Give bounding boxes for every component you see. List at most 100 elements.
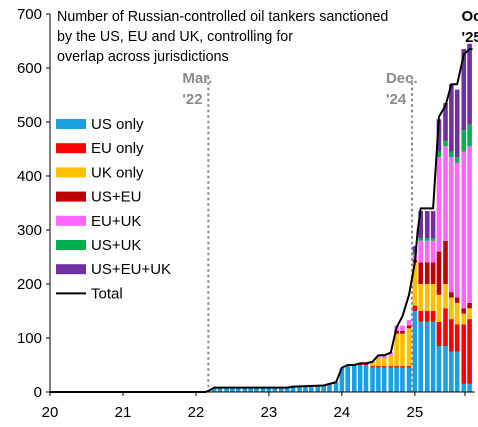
y-tick-label-0: 0: [34, 384, 42, 401]
bar-us-only-22_83: [254, 387, 259, 392]
bar-us-only-22_5: [230, 387, 235, 392]
bar-us-plus-eu-plus-uk-25_5: [449, 84, 454, 152]
bar-eu-only-25: [412, 305, 418, 311]
bar-eu-only-24_75: [394, 366, 399, 368]
bar-us-only-24_33: [363, 365, 369, 392]
y-tick-label-300: 300: [17, 222, 42, 239]
total-line: [50, 48, 473, 393]
bars-layer: [206, 43, 472, 392]
bar-us-plus-eu-25_08: [418, 262, 423, 284]
bar-us-only-23_5: [303, 386, 308, 392]
bar-us-only-23_42: [297, 386, 302, 392]
bar-us-only-23_33: [290, 386, 296, 392]
bar-eu-plus-uk-24_67: [388, 352, 394, 356]
x-tick-label-23: 23: [261, 404, 278, 421]
chart-title-line-0: Number of Russian-controlled oil tankers…: [57, 9, 388, 25]
bar-us-only-23_75: [321, 385, 326, 392]
bar-uk-only-24_75: [394, 333, 399, 367]
bar-us-plus-eu-25_5: [449, 292, 454, 298]
legend-swatch-us-plus-eu: [56, 191, 86, 202]
legend-swatch-eu-plus-uk: [56, 215, 86, 226]
chart-title-line-2: overlap across jurisdictions: [57, 49, 229, 65]
bar-us-plus-eu-24_75: [394, 330, 399, 334]
legend-swatch-eu-only: [56, 143, 86, 154]
legend-item-eu-only: EU only: [56, 140, 144, 157]
bar-us-only-24_75: [394, 367, 399, 392]
bar-uk-only-25_25: [430, 284, 436, 311]
bar-uk-only-25_42: [443, 284, 448, 309]
y-tick-label-700: 700: [17, 6, 42, 23]
bar-uk-only-24_5: [376, 357, 381, 367]
legend-label-us-plus-eu-plus-uk: US+EU+UK: [91, 261, 171, 278]
annotation-oct-25: Oct '25: [462, 8, 478, 46]
bar-eu-only-24_42: [370, 366, 375, 368]
bar-us-plus-eu-plus-uk-25_58: [454, 89, 460, 158]
bar-us-plus-eu-25_67: [461, 308, 467, 314]
bar-uk-only-25_75: [467, 308, 472, 320]
bar-eu-plus-uk-25_42: [443, 146, 448, 241]
y-tick-label-600: 600: [17, 60, 42, 77]
bar-us-only-25: [412, 311, 418, 392]
annotations: Mar. '22 Dec. '24 Oct '25: [182, 8, 478, 108]
bar-us-plus-eu-24_92: [406, 325, 412, 329]
bar-us-only-25_67: [461, 383, 467, 392]
bar-us-plus-uk-25_25: [430, 238, 436, 241]
bar-uk-only-24_42: [370, 361, 375, 367]
legend-swatch-us-plus-uk: [56, 240, 86, 250]
legend-item-us-plus-eu-plus-uk: US+EU+UK: [56, 261, 171, 278]
legend-item-eu-plus-uk: EU+UK: [56, 213, 141, 230]
bar-us-only-23: [266, 387, 272, 392]
y-tick-label-400: 400: [17, 168, 42, 185]
bar-us-plus-uk-25_67: [461, 130, 467, 152]
bar-us-only-23_58: [308, 386, 314, 392]
bar-us-plus-eu-plus-uk-25_08: [418, 211, 423, 239]
bar-eu-plus-uk-25_33: [436, 157, 442, 252]
x-tick-label-25: 25: [407, 404, 424, 421]
bar-uk-only-25: [412, 262, 418, 306]
bar-us-only-23_08: [272, 387, 278, 392]
y-tick-label-200: 200: [17, 276, 42, 293]
bar-us-only-25_5: [449, 351, 454, 392]
bar-us-only-23_83: [327, 383, 332, 392]
bar-us-only-25_08: [418, 321, 423, 392]
bar-eu-only-25_33: [436, 321, 442, 347]
bar-us-plus-eu-25_75: [467, 302, 472, 309]
annotation-mar-22: Mar. '22: [182, 70, 212, 108]
legend-item-total: Total: [56, 285, 123, 302]
bar-eu-only-25_58: [454, 324, 460, 352]
bar-eu-only-25_08: [418, 311, 423, 322]
bar-eu-only-25_25: [430, 311, 436, 322]
x-tick-label-21: 21: [115, 404, 132, 421]
y-tick-label-100: 100: [17, 330, 42, 347]
bar-uk-only-24_58: [381, 357, 387, 367]
bar-eu-plus-uk-24_83: [400, 325, 405, 331]
bar-eu-only-25_67: [461, 324, 467, 384]
bar-us-plus-uk-25_5: [449, 151, 454, 158]
legend-item-us-plus-uk: US+UK: [56, 237, 141, 254]
bar-us-only-23_25: [284, 387, 290, 392]
bar-uk-only-24_83: [400, 333, 405, 367]
bar-uk-only-25_17: [424, 284, 430, 311]
bar-us-only-24: [339, 367, 345, 392]
bar-eu-plus-uk-25_67: [461, 151, 467, 309]
bar-eu-only-25_42: [443, 308, 448, 347]
bar-eu-plus-uk-25_17: [424, 240, 430, 263]
legend-label-uk-only: UK only: [91, 164, 144, 181]
bar-us-plus-eu-plus-uk-25_17: [424, 211, 430, 239]
bar-us-only-25_75: [467, 383, 472, 392]
legend-label-us-plus-uk: US+UK: [91, 237, 141, 254]
annotation-line1-1: Dec.: [386, 70, 418, 87]
bar-us-only-22_33: [217, 387, 223, 392]
legend-item-us-only: US only: [56, 116, 144, 133]
chart-title-line-1: by the US, EU and UK, controlling for: [57, 29, 293, 45]
bar-us-only-23_92: [333, 382, 339, 392]
legend-swatch-us-plus-eu-plus-uk: [56, 264, 86, 275]
event-markers: [207, 76, 413, 392]
legend-label-us-only: US only: [91, 116, 144, 133]
bar-uk-only-25_67: [461, 313, 467, 325]
bar-us-only-24_25: [357, 365, 363, 392]
bar-uk-only-25_5: [449, 297, 454, 320]
x-tick-label-20: 20: [42, 404, 59, 421]
bar-eu-plus-uk-25_5: [449, 157, 454, 293]
